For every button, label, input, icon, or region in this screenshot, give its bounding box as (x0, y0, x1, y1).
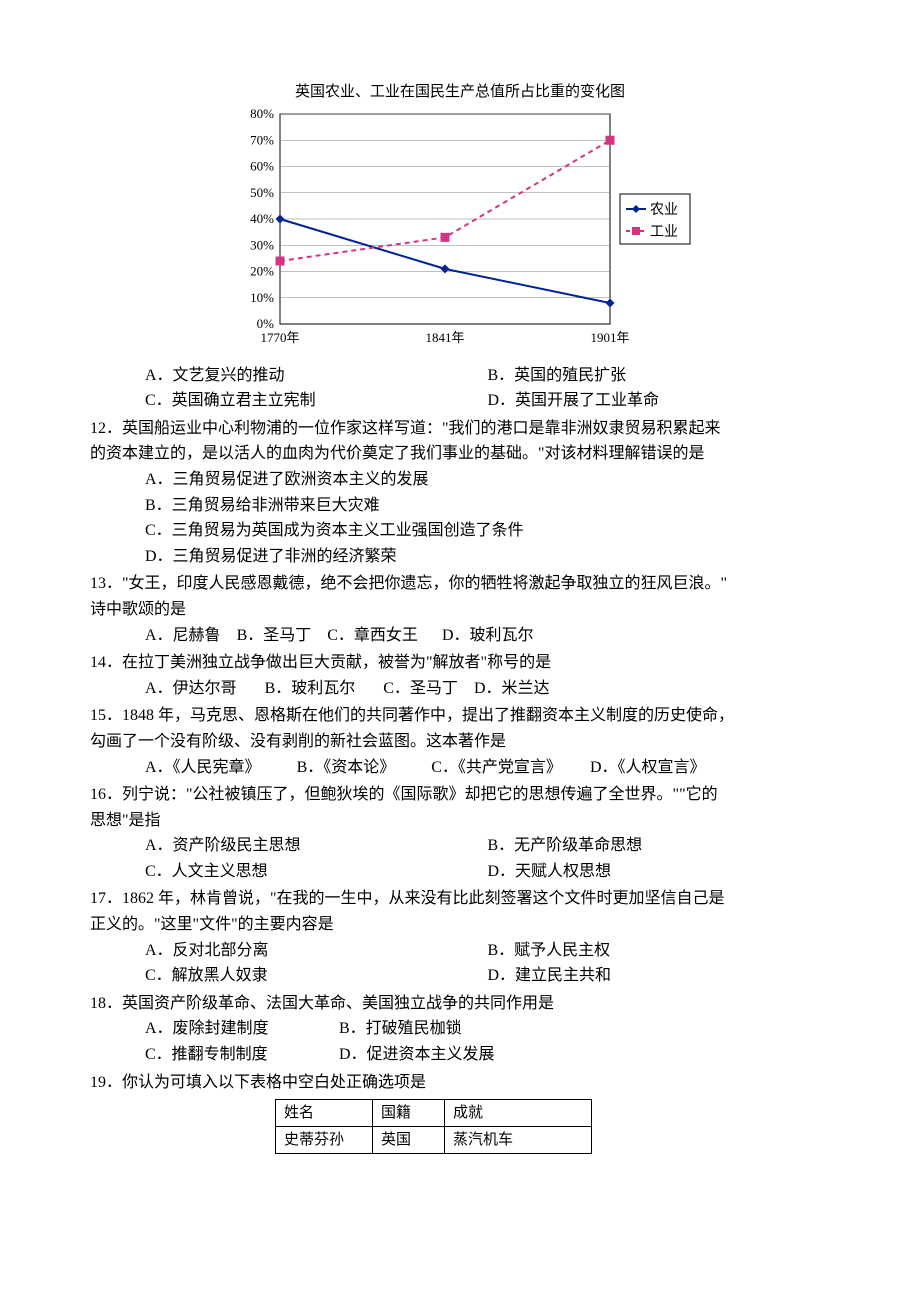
svg-text:1770年: 1770年 (260, 330, 299, 344)
opt-a: A．《人民宪章》 (145, 759, 261, 776)
opt-a: A．尼赫鲁 (145, 627, 221, 644)
svg-text:50%: 50% (250, 185, 274, 200)
q19-stem: 19．你认为可填入以下表格中空白处正确选项是 (90, 1070, 830, 1096)
opt-d: D．米兰达 (474, 680, 550, 697)
opt-c: C．三角贸易为英国成为资本主义工业强国创造了条件 (145, 518, 830, 544)
opt-a: A．废除封建制度 (145, 1016, 335, 1042)
opt-a: A．反对北部分离 (145, 942, 269, 959)
th-nat: 国籍 (373, 1100, 445, 1127)
q15: 15．1848 年，马克思、恩格斯在他们的共同著作中，提出了推翻资本主义制度的历… (90, 703, 830, 780)
svg-text:0%: 0% (257, 316, 275, 331)
table-row: 史蒂芬孙 英国 蒸汽机车 (276, 1127, 592, 1154)
opt-b: B．三角贸易给非洲带来巨大灾难 (145, 493, 830, 519)
opt-b: B．圣马丁 (237, 627, 312, 644)
svg-text:30%: 30% (250, 237, 274, 252)
opt-b: B．玻利瓦尔 (265, 680, 356, 697)
q18: 18．英国资产阶级革命、法国大革命、美国独立战争的共同作用是 A．废除封建制度 … (90, 991, 830, 1068)
opt-d: D．促进资本主义发展 (339, 1046, 495, 1063)
opt-b: B．赋予人民主权 (488, 942, 611, 959)
svg-text:1901年: 1901年 (590, 330, 629, 344)
q17: 17．1862 年，林肯曾说，"在我的一生中，从来没有比此刻签署这个文件时更加坚… (90, 886, 830, 988)
opt-a: A．资产阶级民主思想 (145, 837, 301, 854)
svg-text:70%: 70% (250, 132, 274, 147)
opt-c: C．英国确立君主立宪制 (145, 392, 316, 409)
svg-text:20%: 20% (250, 264, 274, 279)
chart-figure: 英国农业、工业在国民生产总值所占比重的变化图 0% 10% 20% 30% 40% 50%… (90, 80, 830, 353)
opt-c: C．解放黑人奴隶 (145, 967, 268, 984)
chart-title: 英国农业、工业在国民生产总值所占比重的变化图 (220, 80, 700, 104)
q17-stem-1: 17．1862 年，林肯曾说，"在我的一生中，从来没有比此刻签署这个文件时更加坚… (90, 886, 830, 912)
svg-text:农业: 农业 (650, 202, 678, 218)
q19-table: 姓名 国籍 成就 史蒂芬孙 英国 蒸汽机车 (275, 1099, 592, 1154)
opt-c: C．圣马丁 (383, 680, 458, 697)
q12: 12．英国船运业中心利物浦的一位作家这样写道："我们的港口是靠非洲奴隶贸易积累起… (90, 416, 830, 570)
opt-c: C．章西女王 (327, 627, 418, 644)
q19: 19．你认为可填入以下表格中空白处正确选项是 姓名 国籍 成就 史蒂芬孙 英国 … (90, 1070, 830, 1155)
q13: 13．"女王，印度人民感恩戴德，绝不会把你遗忘，你的牺牲将激起争取独立的狂风巨浪… (90, 571, 830, 648)
opt-b: B．英国的殖民扩张 (488, 367, 627, 384)
q11-options: A．文艺复兴的推动 B．英国的殖民扩张 C．英国确立君主立宪制 D．英国开展了工… (90, 363, 830, 414)
q12-stem-1: 12．英国船运业中心利物浦的一位作家这样写道："我们的港口是靠非洲奴隶贸易积累起… (90, 416, 830, 442)
q14: 14．在拉丁美洲独立战争做出巨大贡献，被誉为"解放者"称号的是 A．伊达尔哥 B… (90, 650, 830, 701)
q13-stem-2: 诗中歌颂的是 (90, 597, 830, 623)
q14-stem: 14．在拉丁美洲独立战争做出巨大贡献，被誉为"解放者"称号的是 (90, 650, 830, 676)
svg-text:10%: 10% (250, 290, 274, 305)
opt-a: A．文艺复兴的推动 (145, 367, 285, 384)
opt-d: D．三角贸易促进了非洲的经济繁荣 (145, 544, 830, 570)
opt-a: A．伊达尔哥 (145, 680, 237, 697)
opt-d: D．玻利瓦尔 (442, 627, 534, 644)
chart-svg: 0% 10% 20% 30% 40% 50% 60% 70% 80% 1770年 1841年 1901… (220, 104, 700, 344)
q13-stem-1: 13．"女王，印度人民感恩戴德，绝不会把你遗忘，你的牺牲将激起争取独立的狂风巨浪… (90, 571, 830, 597)
td-nat: 英国 (373, 1127, 445, 1154)
svg-text:60%: 60% (250, 159, 274, 174)
q18-stem: 18．英国资产阶级革命、法国大革命、美国独立战争的共同作用是 (90, 991, 830, 1017)
q17-stem-2: 正义的。"这里"文件"的主要内容是 (90, 912, 830, 938)
opt-d: D．天赋人权思想 (488, 863, 612, 880)
th-name: 姓名 (276, 1100, 373, 1127)
q16: 16．列宁说："公社被镇压了，但鲍狄埃的《国际歌》却把它的思想传遍了全世界。""… (90, 782, 830, 884)
opt-b: B．打破殖民枷锁 (339, 1020, 462, 1037)
th-ach: 成就 (445, 1100, 592, 1127)
q16-stem-1: 16．列宁说："公社被镇压了，但鲍狄埃的《国际歌》却把它的思想传遍了全世界。""… (90, 782, 830, 808)
opt-a: A．三角贸易促进了欧洲资本主义的发展 (145, 467, 830, 493)
opt-b: B．无产阶级革命思想 (488, 837, 643, 854)
q15-stem-1: 15．1848 年，马克思、恩格斯在他们的共同著作中，提出了推翻资本主义制度的历… (90, 703, 830, 729)
opt-c: C．推翻专制制度 (145, 1042, 335, 1068)
td-ach: 蒸汽机车 (445, 1127, 592, 1154)
opt-d: D．《人权宣言》 (590, 759, 706, 776)
q12-stem-2: 的资本建立的，是以活人的血肉为代价奠定了我们事业的基础。"对该材料理解错误的是 (90, 441, 830, 467)
table-row: 姓名 国籍 成就 (276, 1100, 592, 1127)
opt-b: B．《资本论》 (297, 759, 396, 776)
q16-stem-2: 思想"是指 (90, 808, 830, 834)
opt-c: C．人文主义思想 (145, 863, 268, 880)
q15-stem-2: 勾画了一个没有阶级、没有剥削的新社会蓝图。这本著作是 (90, 729, 830, 755)
opt-d: D．英国开展了工业革命 (488, 392, 660, 409)
opt-c: C．《共产党宣言》 (431, 759, 562, 776)
td-name: 史蒂芬孙 (276, 1127, 373, 1154)
svg-text:1841年: 1841年 (425, 330, 464, 344)
svg-text:80%: 80% (250, 106, 274, 121)
opt-d: D．建立民主共和 (488, 967, 612, 984)
svg-text:工业: 工业 (650, 224, 678, 240)
svg-text:40%: 40% (250, 211, 274, 226)
